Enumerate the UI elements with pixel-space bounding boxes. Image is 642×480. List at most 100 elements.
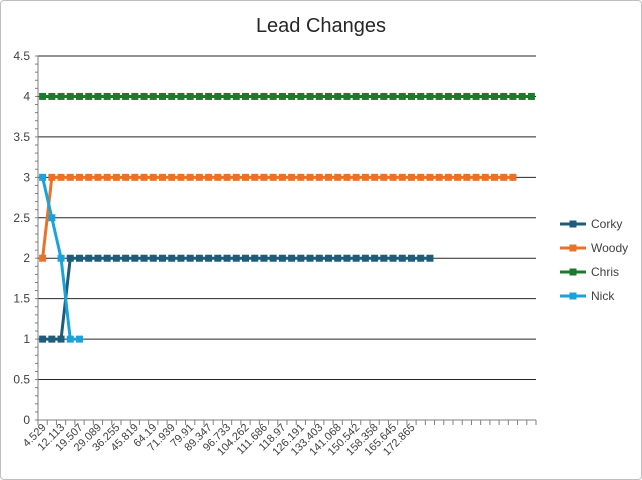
data-point-chris — [57, 92, 65, 100]
data-point-chris — [509, 92, 517, 100]
data-point-corky — [94, 254, 102, 262]
data-point-chris — [361, 92, 369, 100]
data-point-chris — [140, 92, 148, 100]
legend-marker-chris — [569, 268, 577, 276]
data-point-chris — [186, 92, 194, 100]
y-tick-label: 3 — [23, 170, 30, 184]
data-point-chris — [371, 92, 379, 100]
data-point-woody — [168, 173, 176, 181]
data-point-chris — [48, 92, 56, 100]
data-point-chris — [408, 92, 415, 100]
legend-marker-corky — [569, 220, 577, 228]
data-point-chris — [518, 92, 526, 100]
data-point-corky — [417, 254, 425, 262]
data-point-woody — [361, 173, 369, 181]
data-point-chris — [232, 92, 240, 100]
data-point-woody — [149, 173, 157, 181]
data-point-woody — [334, 173, 342, 181]
data-point-nick — [66, 335, 74, 343]
data-point-chris — [269, 92, 277, 100]
data-point-corky — [306, 254, 314, 262]
y-tick-label: 0 — [23, 413, 30, 427]
data-point-woody — [426, 173, 434, 181]
data-point-corky — [371, 254, 379, 262]
data-point-corky — [223, 254, 231, 262]
data-point-corky — [408, 254, 415, 262]
data-point-chris — [85, 92, 93, 100]
data-point-chris — [66, 92, 74, 100]
data-point-corky — [242, 254, 249, 262]
data-point-chris — [288, 92, 296, 100]
data-point-woody — [85, 173, 93, 181]
data-point-chris — [500, 92, 508, 100]
data-point-woody — [195, 173, 203, 181]
data-point-corky — [112, 254, 120, 262]
data-point-chris — [343, 92, 351, 100]
data-point-woody — [472, 173, 480, 181]
y-tick-label: 1.5 — [13, 292, 30, 306]
data-point-chris — [527, 92, 535, 100]
data-point-woody — [371, 173, 379, 181]
data-point-woody — [288, 173, 296, 181]
data-point-corky — [269, 254, 277, 262]
data-point-nick — [48, 214, 56, 222]
data-point-woody — [343, 173, 351, 181]
data-point-corky — [205, 254, 213, 262]
data-point-corky — [103, 254, 111, 262]
data-point-chris — [444, 92, 452, 100]
data-point-woody — [76, 173, 83, 181]
data-point-corky — [389, 254, 397, 262]
data-point-corky — [352, 254, 360, 262]
data-point-corky — [48, 335, 56, 343]
y-tick-label: 4 — [23, 89, 30, 103]
data-point-woody — [131, 173, 139, 181]
data-point-corky — [398, 254, 406, 262]
data-point-corky — [297, 254, 305, 262]
data-point-corky — [85, 254, 93, 262]
data-point-nick — [76, 335, 83, 343]
data-point-corky — [39, 335, 47, 343]
data-point-corky — [149, 254, 157, 262]
data-point-woody — [389, 173, 397, 181]
data-point-chris — [122, 92, 130, 100]
data-point-woody — [66, 173, 74, 181]
series-line-woody — [41, 175, 513, 259]
y-tick-label: 4.5 — [13, 49, 30, 63]
data-point-woody — [112, 173, 120, 181]
data-point-chris — [94, 92, 102, 100]
y-tick-label: 1 — [23, 332, 30, 346]
data-point-corky — [131, 254, 139, 262]
data-point-chris — [76, 92, 83, 100]
data-point-woody — [177, 173, 185, 181]
data-point-chris — [103, 92, 111, 100]
data-point-woody — [398, 173, 406, 181]
data-point-woody — [57, 173, 65, 181]
data-point-chris — [131, 92, 139, 100]
data-point-corky — [140, 254, 148, 262]
data-point-woody — [186, 173, 194, 181]
data-point-woody — [297, 173, 305, 181]
data-point-woody — [214, 173, 222, 181]
data-point-nick — [39, 173, 47, 181]
chart-title: Lead Changes — [256, 15, 386, 37]
data-point-corky — [177, 254, 185, 262]
data-point-woody — [325, 173, 332, 181]
data-point-chris — [352, 92, 360, 100]
data-point-woody — [205, 173, 213, 181]
data-point-woody — [500, 173, 508, 181]
y-tick-label: 2.5 — [13, 211, 30, 225]
legend-marker-nick — [569, 292, 577, 300]
data-point-chris — [380, 92, 388, 100]
data-point-chris — [334, 92, 342, 100]
legend-marker-woody — [569, 244, 577, 252]
data-point-corky — [186, 254, 194, 262]
legend-label-nick: Nick — [591, 289, 615, 303]
data-point-woody — [94, 173, 102, 181]
legend-label-woody: Woody — [591, 241, 628, 255]
y-tick-label: 2 — [23, 251, 30, 265]
data-point-corky — [195, 254, 203, 262]
data-point-woody — [491, 173, 498, 181]
data-point-woody — [260, 173, 268, 181]
data-point-corky — [325, 254, 332, 262]
